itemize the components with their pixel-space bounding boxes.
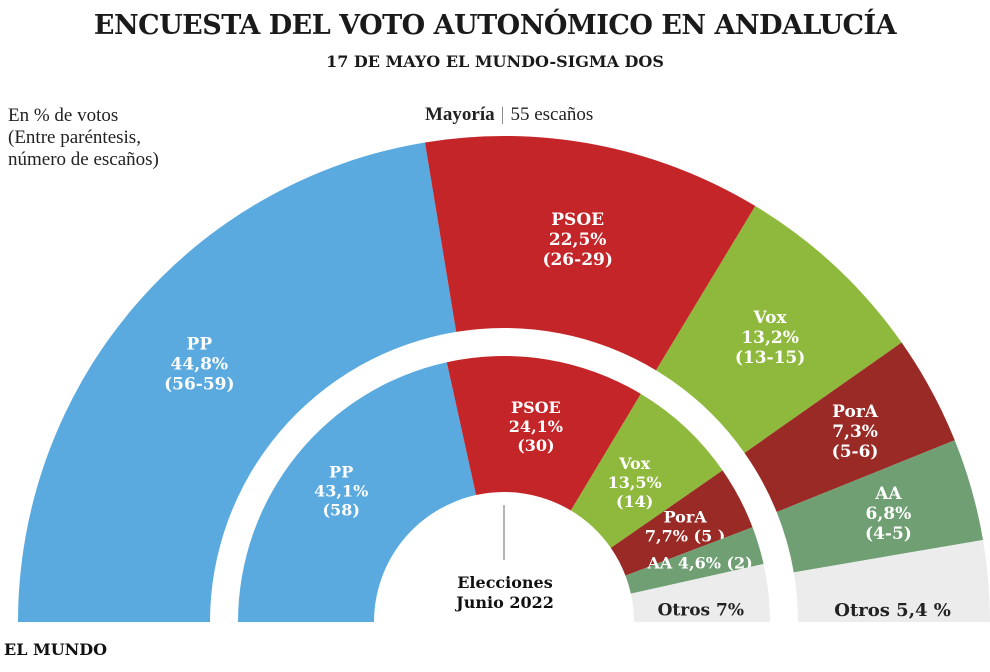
- survey-pp-label: 44,8%: [171, 354, 229, 374]
- units-note: En % de votos (Entre paréntesis, número …: [8, 105, 159, 171]
- election-2022-otros-label: Otros 7%: [658, 601, 744, 621]
- election-2022-aa-segment: [625, 527, 764, 594]
- election-2022-psoe-segment: [446, 356, 641, 511]
- chart-title: ENCUESTA DEL VOTO AUTONÓMICO EN ANDALUCÍ…: [93, 10, 897, 41]
- inner-chart-label-line: Elecciones: [457, 573, 553, 592]
- survey-pp-label: (56-59): [164, 374, 234, 394]
- chart-subtitle: 17 DE MAYO EL MUNDO-SIGMA DOS: [326, 52, 664, 71]
- election-2022-pp-label: PP: [329, 463, 353, 482]
- election-2022-vox-label: Vox: [618, 454, 651, 473]
- election-2022-pp-segment: [238, 362, 477, 622]
- election-2022-pora-segment: [610, 470, 753, 576]
- survey-otros-segment: [793, 539, 990, 622]
- election-2022-otros-segment: [630, 563, 770, 622]
- units-note-line: En % de votos: [8, 105, 119, 126]
- survey-pp-segment: [18, 142, 457, 622]
- survey-pora-segment: [744, 342, 955, 513]
- election-2022-vox-label: 13,5%: [608, 473, 662, 492]
- survey-vox-segment: [656, 206, 902, 453]
- survey-otros-label: Otros 5,4 %: [834, 600, 951, 621]
- brand-logo: EL MUNDO: [4, 640, 108, 659]
- election-2022-aa-label: AA 4,6% (2): [646, 554, 752, 573]
- survey-vox-label: Vox: [753, 308, 788, 328]
- units-note-line: (Entre paréntesis,: [8, 127, 141, 148]
- inner-chart-label-line: Junio 2022: [456, 593, 554, 612]
- majority-value: 55 escaños: [510, 104, 594, 125]
- survey-pora-label: 7,3%: [832, 422, 878, 442]
- election-2022-psoe-label: 24,1%: [509, 417, 563, 436]
- majority-label: Mayoría | 55 escaños: [425, 104, 593, 126]
- survey-psoe-label: PSOE: [551, 210, 604, 230]
- survey-aa-label: AA: [874, 484, 902, 504]
- election-2022-pp-label: (58): [322, 501, 359, 520]
- election-2022-pora-label: PorA: [664, 508, 708, 527]
- survey-aa-label: 6,8%: [866, 504, 912, 524]
- election-2022-pp-label: 43,1%: [314, 482, 368, 501]
- election-2022-pora-label: 7,7% (5 ): [645, 527, 725, 546]
- survey-vox-label: 13,2%: [741, 328, 799, 348]
- majority-separator: |: [500, 104, 505, 125]
- election-2022-vox-label: (14): [616, 492, 653, 511]
- survey-pora-label: PorA: [832, 402, 879, 422]
- majority-title: Mayoría: [425, 104, 495, 125]
- survey-psoe-label: (26-29): [542, 250, 612, 270]
- units-note-line: número de escaños): [8, 149, 159, 170]
- survey-aa-segment: [776, 440, 984, 573]
- inner-chart-label: Elecciones Junio 2022: [420, 573, 590, 613]
- survey-vox-label: (13-15): [735, 348, 805, 368]
- election-2022-psoe-label: PSOE: [511, 398, 561, 417]
- election-2022-psoe-label: (30): [517, 436, 554, 455]
- survey-aa-label: (4-5): [865, 524, 912, 544]
- survey-psoe-label: 22,5%: [549, 230, 607, 250]
- survey-psoe-segment: [424, 135, 756, 371]
- survey-pora-label: (5-6): [832, 442, 879, 462]
- survey-pp-label: PP: [187, 334, 213, 354]
- election-2022-vox-segment: [570, 393, 723, 548]
